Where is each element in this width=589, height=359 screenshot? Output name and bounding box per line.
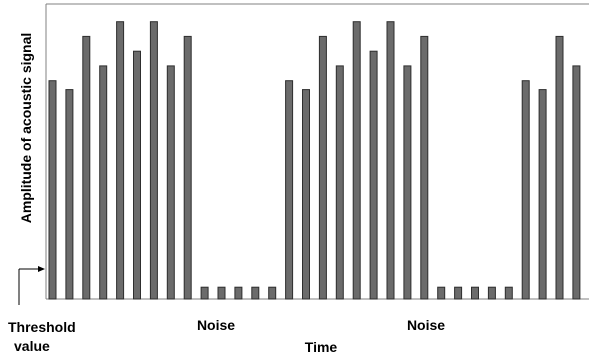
bar-30 [555,35,564,300]
bar-9 [200,286,209,300]
threshold-label-line2: value [14,338,50,354]
bar-21 [403,65,412,300]
bar-23 [437,286,446,300]
bar-25 [471,286,479,300]
plot-frame [45,3,589,300]
bar-20 [386,21,395,300]
bar-16 [318,35,327,300]
threshold-label-line1: Threshold [8,319,76,335]
noise-label-1: Noise [197,317,235,333]
bar-13 [268,286,277,300]
bar-5 [133,50,141,300]
bar-27 [504,286,513,300]
bar-22 [420,35,429,300]
bar-8 [183,35,192,300]
bar-6 [149,21,158,300]
bar-24 [454,286,463,300]
bar-0 [48,80,57,300]
bar-17 [335,65,344,300]
bar-3 [99,65,108,300]
bar-12 [251,286,260,300]
bar-14 [285,80,294,300]
bar-29 [538,89,547,300]
bar-10 [217,286,226,300]
bar-28 [521,80,530,300]
bar-2 [82,35,91,300]
bar-7 [166,65,175,300]
bar-11 [234,286,243,300]
bar-31 [572,65,581,300]
x-axis-label: Time [305,339,338,355]
threshold-marker [18,266,45,305]
bar-4 [116,21,125,300]
bar-26 [487,286,496,300]
bar-15 [302,89,310,300]
bar-1 [65,89,74,300]
bar-18 [352,21,361,300]
y-axis-label: Amplitude of acoustic signal [18,33,34,224]
bar-19 [369,50,378,300]
bars-group [48,21,581,300]
noise-label-2: Noise [407,317,445,333]
